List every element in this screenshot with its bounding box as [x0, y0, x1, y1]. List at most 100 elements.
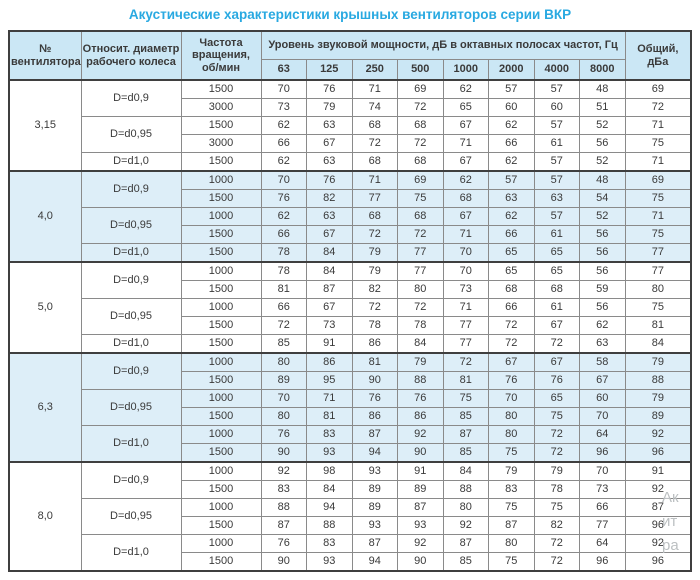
table-row: D=d1,0 1500 78 84 79 77 70 65 65 56 77 — [9, 243, 692, 263]
header-freq-2000: 2000 — [488, 59, 535, 81]
spl-value-cell: 86 — [306, 352, 353, 372]
spl-value-cell: 91 — [397, 461, 444, 481]
total-cell: 96 — [624, 516, 692, 535]
spl-value-cell: 92 — [397, 425, 444, 444]
spl-value-cell: 77 — [351, 189, 398, 208]
spl-value-cell: 66 — [260, 298, 307, 317]
spl-value-cell: 86 — [351, 407, 398, 426]
table-row: D=d0,95 1000 66 67 72 72 71 66 61 56 75 — [9, 298, 692, 335]
spl-value-cell: 66 — [488, 298, 535, 317]
spl-value-cell: 66 — [260, 134, 307, 153]
spl-value-cell: 79 — [306, 98, 353, 117]
spl-value-cell: 56 — [579, 225, 626, 244]
spl-value-cell: 72 — [442, 352, 489, 372]
spl-value-cell: 80 — [442, 498, 489, 517]
total-cell: 79 — [624, 389, 692, 408]
table-row: D=d0,95 1000 62 63 68 68 67 62 57 52 71 — [9, 207, 692, 244]
fan-number-cell: 4,0 — [8, 170, 82, 263]
rpm-cell: 3000 — [180, 134, 262, 153]
spl-value-cell: 83 — [488, 480, 535, 499]
total-cell: 92 — [624, 425, 692, 444]
spl-value-cell: 72 — [488, 316, 535, 335]
spl-value-cell: 69 — [397, 79, 444, 99]
spl-value-cell: 65 — [488, 243, 535, 263]
spl-value-cell: 80 — [488, 425, 535, 444]
diameter-cell: D=d0,9 — [80, 352, 182, 390]
diameter-cell: D=d1,0 — [80, 243, 182, 263]
total-cell: 72 — [624, 98, 692, 117]
spl-value-cell: 87 — [351, 534, 398, 553]
spl-value-cell: 84 — [306, 480, 353, 499]
table-row: D=d1,0 1500 85 91 86 84 77 72 72 63 84 — [9, 334, 692, 354]
rpm-cell: 1000 — [180, 389, 262, 408]
spl-value-cell: 88 — [260, 498, 307, 517]
header-fan-number: № вентилятора — [8, 30, 82, 81]
table-row: D=d0,95 1000 88 94 89 87 80 75 75 66 87 — [9, 498, 692, 535]
rpm-cell: 1000 — [180, 461, 262, 481]
spl-value-cell: 63 — [488, 189, 535, 208]
spl-value-cell: 76 — [488, 371, 535, 390]
spl-value-cell: 77 — [442, 316, 489, 335]
rpm-cell: 1000 — [180, 352, 262, 372]
spl-value-cell: 68 — [351, 207, 398, 226]
spl-value-cell: 67 — [442, 207, 489, 226]
rpm-cell: 1000 — [180, 298, 262, 317]
spl-value-cell: 75 — [442, 389, 489, 408]
total-cell: 96 — [624, 443, 692, 463]
spl-value-cell: 92 — [397, 534, 444, 553]
spl-value-cell: 75 — [397, 189, 444, 208]
spl-value-cell: 75 — [533, 498, 580, 517]
spl-value-cell: 72 — [351, 298, 398, 317]
spl-value-cell: 79 — [488, 461, 535, 481]
total-cell: 71 — [624, 207, 692, 226]
spl-value-cell: 75 — [488, 498, 535, 517]
spl-value-cell: 72 — [351, 134, 398, 153]
spl-value-cell: 73 — [579, 480, 626, 499]
spl-value-cell: 69 — [397, 170, 444, 190]
spl-value-cell: 56 — [579, 243, 626, 263]
table-row: 3000 66 67 72 72 71 66 61 56 75 — [9, 134, 692, 153]
header-row-frequencies: 63 125 250 500 1000 2000 4000 8000 — [9, 59, 691, 81]
spl-value-cell: 84 — [442, 461, 489, 481]
diameter-cell: D=d0,9 — [80, 461, 182, 499]
spl-value-cell: 57 — [488, 170, 535, 190]
total-cell: 80 — [624, 280, 692, 299]
spl-value-cell: 67 — [306, 225, 353, 244]
spl-value-cell: 57 — [488, 79, 535, 99]
spl-value-cell: 78 — [260, 261, 307, 281]
spl-value-cell: 64 — [579, 534, 626, 553]
spl-value-cell: 62 — [488, 207, 535, 226]
spl-value-cell: 70 — [442, 243, 489, 263]
spl-value-cell: 52 — [579, 116, 626, 135]
table-body: 3,15 D=d0,9 1500 70 76 71 69 62 57 57 48 69 3000 73 79… — [8, 79, 692, 572]
spl-value-cell: 74 — [351, 98, 398, 117]
rpm-cell: 1000 — [180, 534, 262, 553]
spl-value-cell: 60 — [533, 98, 580, 117]
table-row: 1500 76 82 77 75 68 63 63 54 75 — [9, 189, 692, 208]
header-freq-4000: 4000 — [533, 59, 580, 81]
spl-value-cell: 87 — [397, 498, 444, 517]
spl-value-cell: 80 — [260, 352, 307, 372]
spl-value-cell: 98 — [306, 461, 353, 481]
spl-value-cell: 76 — [260, 534, 307, 553]
page-title: Акустические характеристики крышных вент… — [128, 7, 572, 22]
rpm-cell: 1000 — [180, 261, 262, 281]
spl-value-cell: 89 — [397, 480, 444, 499]
spl-value-cell: 72 — [351, 225, 398, 244]
total-cell: 75 — [624, 189, 692, 208]
rpm-cell: 1500 — [180, 225, 262, 244]
spl-value-cell: 72 — [533, 425, 580, 444]
spl-value-cell: 95 — [306, 371, 353, 390]
spl-value-cell: 85 — [442, 407, 489, 426]
spl-value-cell: 86 — [351, 334, 398, 354]
header-freq-125: 125 — [306, 59, 353, 81]
header-freq-500: 500 — [397, 59, 444, 81]
spl-value-cell: 94 — [351, 443, 398, 463]
spl-value-cell: 70 — [260, 79, 307, 99]
spl-value-cell: 81 — [260, 280, 307, 299]
spl-value-cell: 82 — [351, 280, 398, 299]
spl-value-cell: 87 — [488, 516, 535, 535]
fan-number-cell: 3,15 — [8, 79, 82, 172]
spl-value-cell: 58 — [579, 352, 626, 372]
